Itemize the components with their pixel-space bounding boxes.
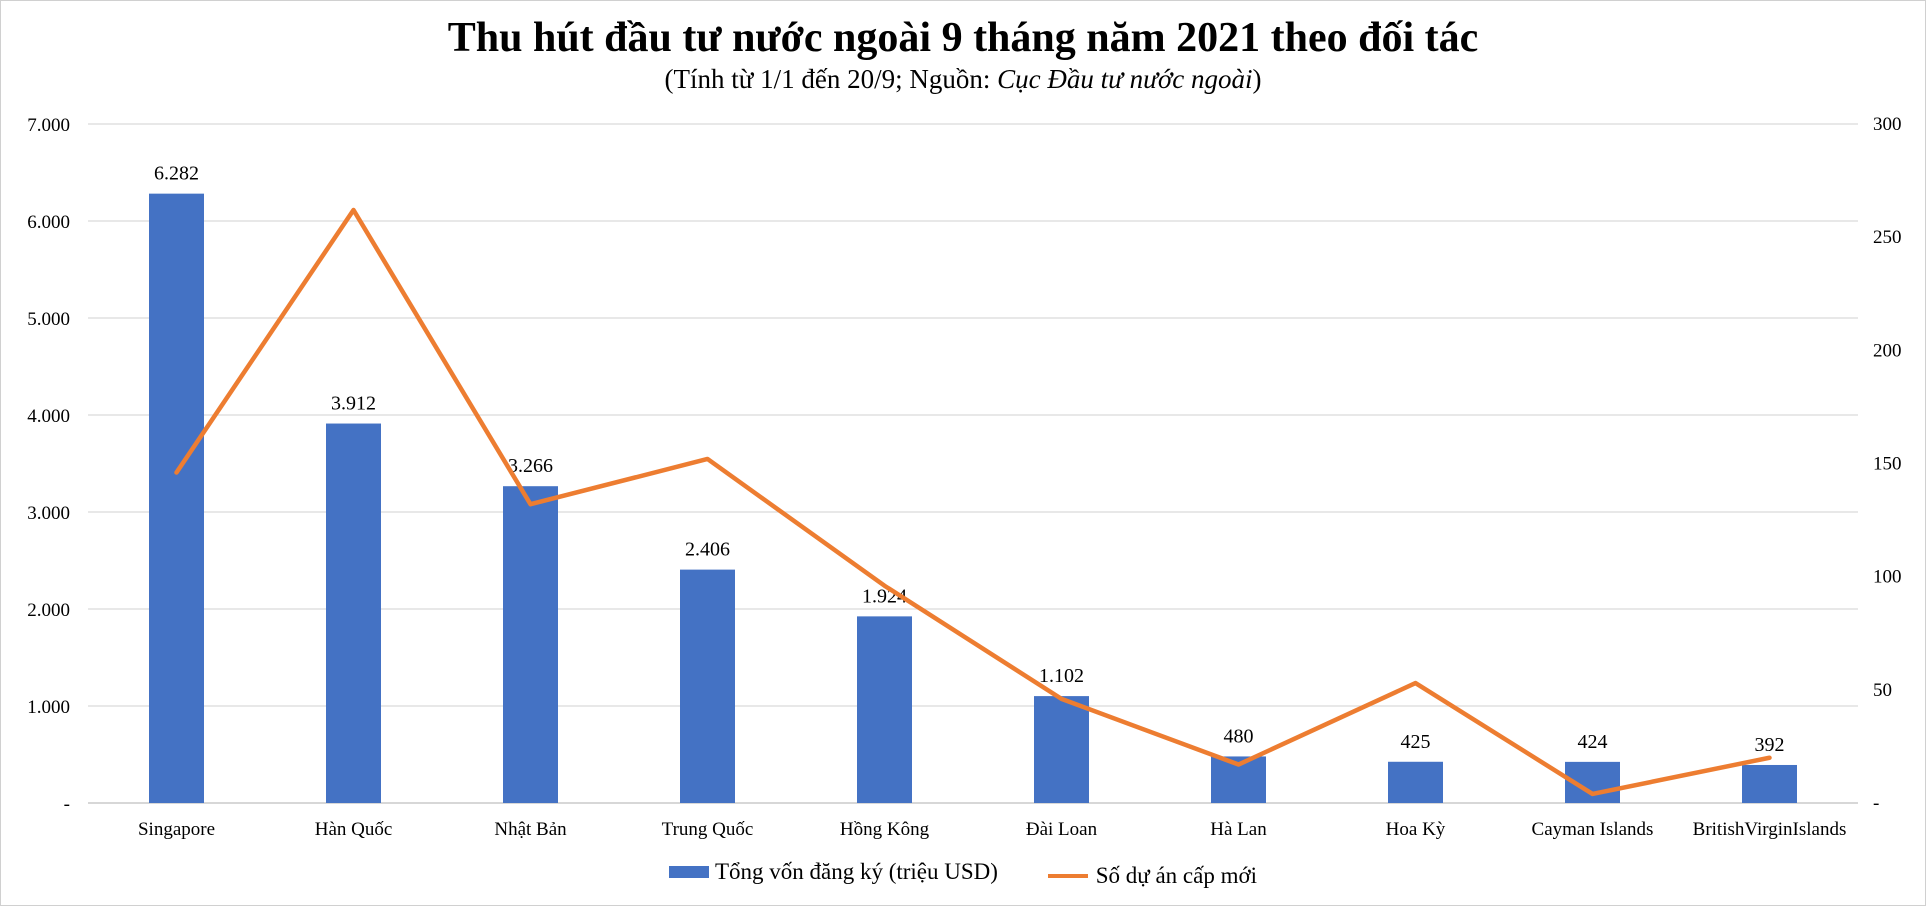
bar: [326, 423, 381, 803]
right-tick-label: 100: [1873, 567, 1902, 588]
left-tick-label: 7.000: [27, 115, 70, 136]
legend: Tổng vốn đăng ký (triệu USD) Số dự án cấ…: [0, 858, 1926, 889]
category-label: Đài Loan: [1026, 819, 1098, 840]
category-labels: Singapore Hàn Quốc Nhật Bản Trung Quốc Hồng …: [138, 819, 1846, 840]
right-tick-label: 200: [1873, 340, 1902, 361]
subtitle-prefix: (Tính từ 1/1 đến 20/9; Nguồn:: [664, 64, 998, 94]
right-tick-label: 250: [1873, 227, 1902, 248]
bar-data-label: 424: [1578, 731, 1608, 753]
chart-title: Thu hút đầu tư nước ngoài 9 tháng năm 20…: [447, 15, 1479, 61]
legend-item-capital: Tổng vốn đăng ký (triệu USD): [668, 859, 998, 885]
category-label: Nhật Bản: [494, 819, 567, 840]
bar: [680, 569, 735, 803]
left-tick-label: -: [64, 794, 70, 815]
right-tick-label: 150: [1873, 454, 1902, 475]
bar-data-label: 3.912: [331, 393, 376, 415]
left-tick-label: 3.000: [27, 503, 70, 524]
right-axis-ticks: - 50 100 150 200 250 300: [1873, 114, 1902, 814]
right-tick-label: 50: [1873, 680, 1892, 701]
legend-swatch-line: [1047, 874, 1088, 878]
legend-item-projects: Số dự án cấp mới: [1047, 863, 1258, 889]
right-tick-label: 300: [1873, 114, 1902, 135]
left-tick-label: 2.000: [27, 600, 70, 621]
subtitle-suffix: ): [1252, 64, 1262, 94]
category-label: Hàn Quốc: [315, 819, 393, 840]
category-label: Cayman Islands: [1532, 819, 1654, 840]
subtitle-source: Cục Đầu tư nước ngoài: [997, 64, 1253, 94]
bar-data-label: 480: [1224, 725, 1254, 747]
category-label: Hoa Kỳ: [1386, 819, 1446, 840]
bar-data-label: 2.406: [685, 539, 730, 561]
bar: [149, 193, 204, 803]
bar-data-label: 1.102: [1039, 665, 1084, 687]
bar: [857, 616, 912, 803]
legend-label-capital: Tổng vốn đăng ký (triệu USD): [714, 859, 998, 884]
chart-subtitle: (Tính từ 1/1 đến 20/9; Nguồn: Cục Đầu tư…: [0, 64, 1926, 95]
left-tick-label: 5.000: [27, 309, 70, 330]
line-series: [174, 207, 1772, 797]
bar-data-label: 392: [1755, 734, 1785, 756]
category-label: Trung Quốc: [662, 819, 754, 840]
category-label: Singapore: [138, 819, 215, 840]
bar-data-label: 425: [1401, 731, 1431, 753]
bar: [1388, 761, 1443, 803]
left-tick-label: 4.000: [27, 406, 70, 427]
left-axis-ticks: - 1.000 2.000 3.000 4.000 5.000 6.000 7.000: [27, 115, 70, 815]
legend-label-projects: Số dự án cấp mới: [1095, 863, 1258, 888]
right-tick-label: -: [1873, 793, 1879, 814]
bar: [503, 486, 558, 803]
legend-swatch-bar: [668, 866, 709, 878]
left-tick-label: 6.000: [27, 212, 70, 233]
left-tick-label: 1.000: [27, 697, 70, 718]
category-label: BritishVirginIslands: [1693, 819, 1847, 840]
bar-data-label: 6.282: [154, 163, 199, 185]
gridlines: [88, 123, 1858, 804]
bar: [1034, 696, 1089, 803]
category-label: Hồng Kông: [840, 819, 930, 840]
bar-data-label: 3.266: [508, 455, 553, 477]
bar: [1742, 764, 1797, 803]
line-path: [174, 207, 1772, 797]
category-label: Hà Lan: [1210, 819, 1267, 840]
